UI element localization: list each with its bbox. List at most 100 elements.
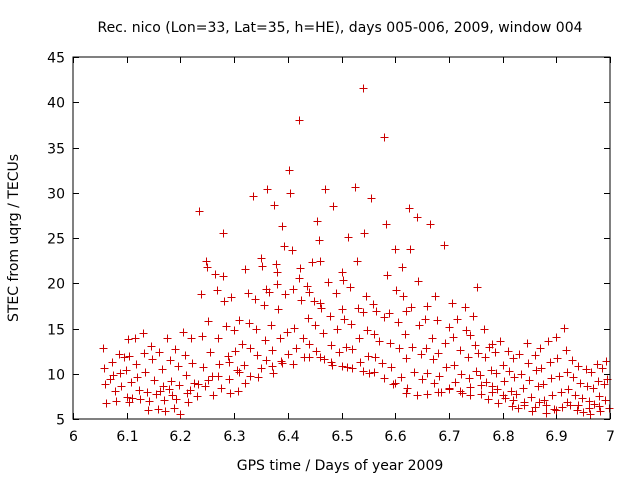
- x-tick-label: 7: [606, 429, 615, 445]
- data-point: [202, 257, 211, 266]
- data-point: [343, 363, 352, 372]
- y-tick-label: 25: [47, 232, 65, 248]
- x-tick-label: 6: [69, 429, 78, 445]
- data-point: [324, 278, 333, 287]
- data-point: [296, 264, 305, 273]
- data-point: [227, 293, 236, 302]
- data-point: [445, 323, 454, 332]
- data-point: [492, 369, 501, 378]
- data-point: [441, 339, 450, 348]
- data-point: [569, 373, 578, 382]
- data-point: [509, 354, 518, 363]
- data-point: [116, 369, 125, 378]
- data-point: [372, 307, 381, 316]
- x-tick-label: 6.4: [277, 429, 299, 445]
- data-point: [562, 346, 571, 355]
- data-point: [204, 376, 213, 385]
- data-point: [466, 383, 475, 392]
- data-point: [181, 351, 190, 360]
- data-point: [195, 207, 204, 216]
- data-point: [362, 292, 371, 301]
- data-point: [484, 395, 493, 404]
- data-point: [477, 390, 486, 399]
- data-point: [422, 344, 431, 353]
- data-point: [402, 307, 411, 316]
- data-point: [249, 192, 258, 201]
- data-point: [312, 347, 321, 356]
- data-point: [140, 349, 149, 358]
- data-point: [187, 334, 196, 343]
- data-point: [576, 379, 585, 388]
- data-point: [553, 354, 562, 363]
- data-point: [428, 334, 437, 343]
- data-point: [246, 372, 255, 381]
- data-point: [433, 316, 442, 325]
- data-point: [421, 315, 430, 324]
- data-point: [295, 116, 304, 125]
- data-point: [573, 406, 582, 415]
- data-point: [442, 363, 451, 372]
- data-point: [574, 362, 583, 371]
- data-point: [480, 325, 489, 334]
- data-point: [392, 286, 401, 295]
- data-point: [225, 358, 234, 367]
- data-point: [413, 213, 422, 222]
- data-point: [276, 334, 285, 343]
- data-point: [544, 337, 553, 346]
- data-point: [339, 276, 348, 285]
- data-point: [197, 290, 206, 299]
- data-point: [380, 374, 389, 383]
- data-point: [371, 353, 380, 362]
- data-point: [112, 397, 121, 406]
- data-point: [375, 337, 384, 346]
- data-point: [109, 371, 118, 380]
- data-point: [564, 385, 573, 394]
- data-point: [429, 355, 438, 364]
- data-point: [389, 380, 398, 389]
- data-point: [395, 344, 404, 353]
- data-point: [402, 389, 411, 398]
- data-point: [272, 260, 281, 269]
- data-point: [155, 348, 164, 357]
- data-point: [595, 402, 604, 411]
- data-point: [156, 387, 165, 396]
- data-point: [290, 324, 299, 333]
- data-point: [305, 288, 314, 297]
- data-point: [333, 325, 342, 334]
- data-point: [453, 315, 462, 324]
- data-point: [525, 376, 534, 385]
- data-point: [342, 343, 351, 352]
- data-point: [369, 300, 378, 309]
- data-point: [476, 371, 485, 380]
- data-point: [171, 345, 180, 354]
- data-point: [148, 355, 157, 364]
- data-point: [391, 245, 400, 254]
- data-point: [385, 309, 394, 318]
- data-point: [204, 317, 213, 326]
- data-point: [466, 391, 475, 400]
- data-point: [552, 333, 561, 342]
- data-point: [568, 356, 577, 365]
- data-point: [132, 360, 141, 369]
- data-point: [488, 340, 497, 349]
- data-point: [590, 400, 599, 409]
- data-point: [415, 321, 424, 330]
- data-point: [380, 133, 389, 142]
- data-point: [217, 384, 226, 393]
- data-point: [214, 372, 223, 381]
- data-point: [477, 381, 486, 390]
- y-tick-label: 45: [47, 51, 65, 67]
- data-point: [297, 296, 306, 305]
- data-point: [257, 364, 266, 373]
- data-point: [292, 344, 301, 353]
- data-point: [150, 376, 159, 385]
- data-point: [471, 341, 480, 350]
- data-point: [165, 385, 174, 394]
- y-tick-label: 40: [47, 96, 65, 112]
- data-point: [535, 398, 544, 407]
- data-point: [213, 286, 222, 295]
- data-point: [289, 360, 298, 369]
- data-point: [233, 366, 242, 375]
- data-point: [563, 398, 572, 407]
- y-tick-label: 15: [47, 323, 65, 339]
